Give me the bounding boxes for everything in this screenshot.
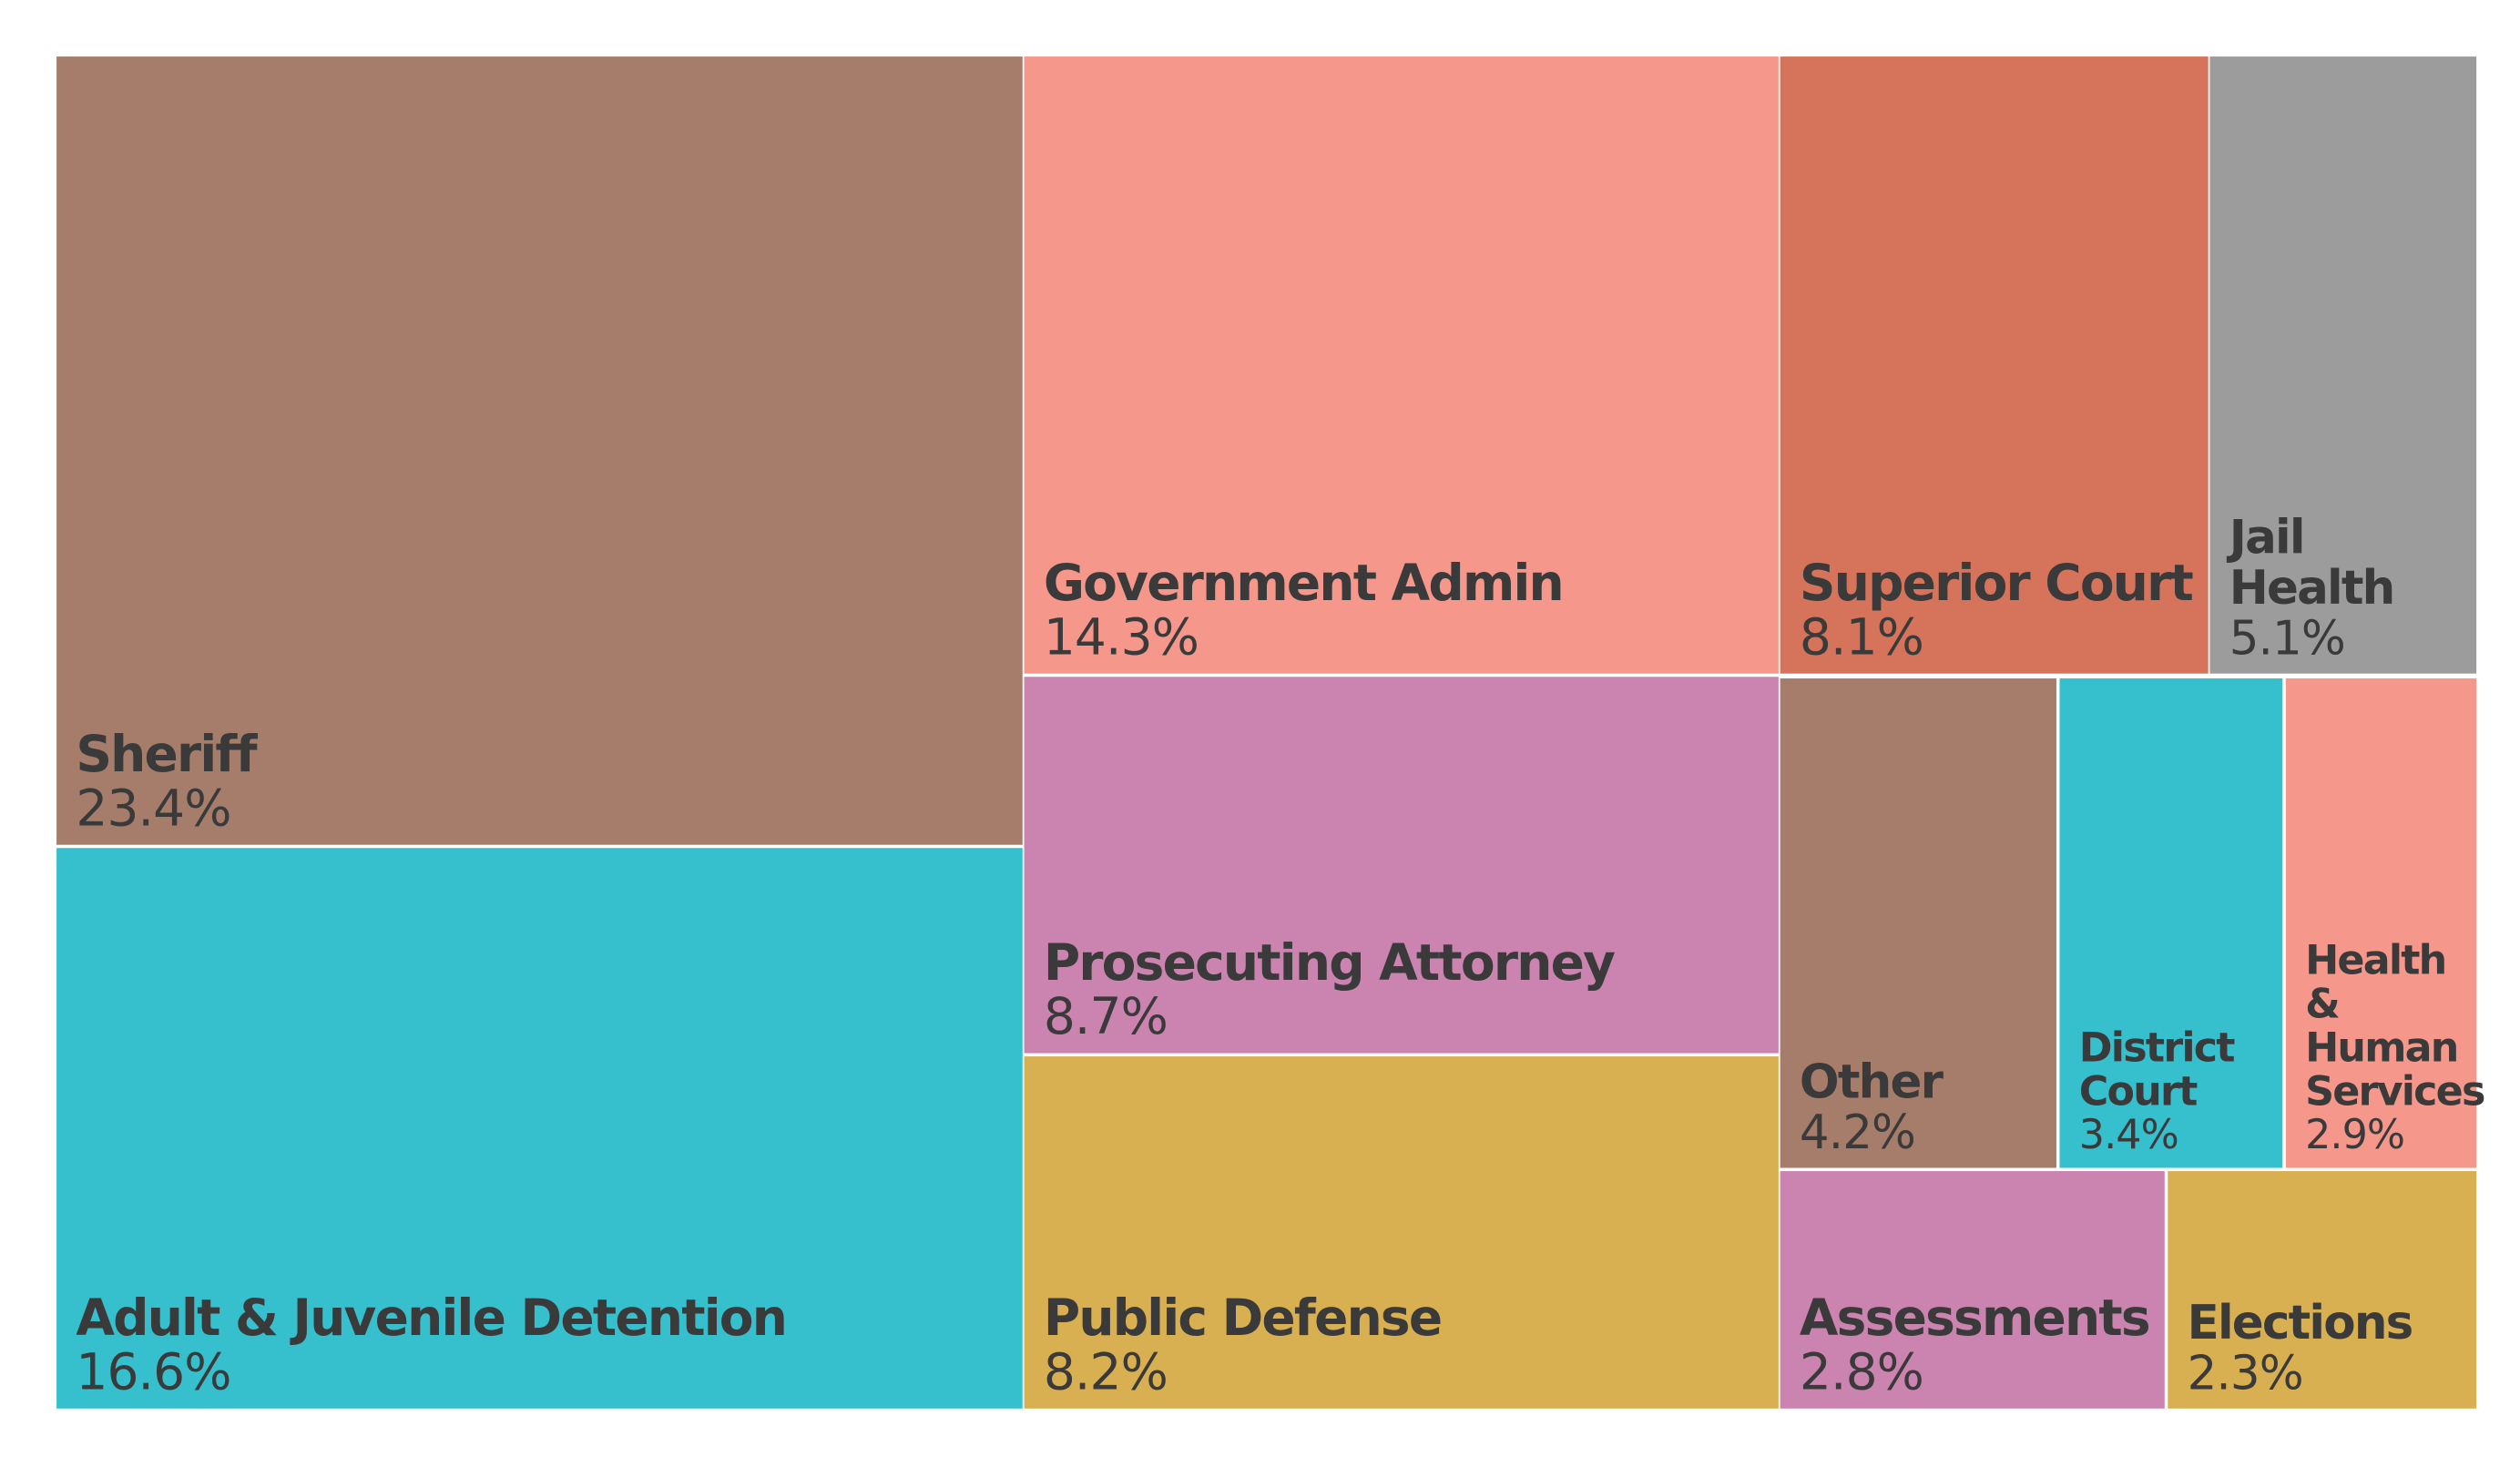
- treemap-rect: [56, 848, 1023, 1409]
- treemap-rect: [1024, 56, 1779, 674]
- treemap-tile-assessments: 2.8%Assessments: [1780, 1171, 2165, 1409]
- tile-value-label: 2.8%: [1800, 1342, 1923, 1401]
- treemap-rect: [1024, 677, 1779, 1054]
- tile-name-label: Elections: [2188, 1296, 2413, 1350]
- tile-name-label: Prosecuting Attorney: [1044, 933, 1615, 992]
- treemap-tile-public-defense: 8.2%Public Defense: [1024, 1056, 1779, 1409]
- treemap-tile-jail-health: 5.1%Jail Health: [2209, 56, 2477, 674]
- treemap-tile-health-human-services: 2.9%Health & Human Services: [2285, 678, 2486, 1168]
- tile-name-label: Public Defense: [1044, 1289, 1442, 1347]
- tile-value-label: 8.1%: [1800, 607, 1923, 666]
- tile-name-label: Health & Human Services: [2305, 938, 2484, 1116]
- tile-value-label: 8.2%: [1044, 1342, 1168, 1401]
- tile-name-label: Other: [1800, 1055, 1944, 1110]
- treemap-rect: [56, 56, 1023, 845]
- treemap-rect: [2209, 56, 2477, 674]
- tile-value-label: 16.6%: [76, 1342, 230, 1401]
- tile-value-label: 5.1%: [2229, 611, 2345, 666]
- tile-name-label: Sheriff: [76, 725, 258, 783]
- tile-name-label: District Court: [2079, 1024, 2235, 1115]
- treemap-tile-elections: 2.3%Elections: [2168, 1171, 2477, 1409]
- tile-value-label: 2.3%: [2188, 1346, 2303, 1401]
- tile-name-label: Superior Court: [1800, 554, 2194, 612]
- treemap-rect: [1780, 678, 2056, 1168]
- tile-value-label: 23.4%: [76, 779, 230, 837]
- treemap-tile-government-admin: 14.3%Government Admin: [1024, 56, 1779, 674]
- treemap-rect: [2285, 678, 2477, 1168]
- treemap-rect: [1780, 56, 2209, 674]
- tile-value-label: 3.4%: [2079, 1112, 2178, 1158]
- treemap-tile-district-court: 3.4%District Court: [2059, 678, 2283, 1168]
- treemap-tile-other: 4.2%Other: [1780, 678, 2056, 1168]
- tile-name-label: Assessments: [1800, 1289, 2149, 1347]
- tile-name-label: Jail Health: [2227, 510, 2394, 616]
- treemap-rect: [2168, 1171, 2477, 1409]
- tile-value-label: 14.3%: [1044, 607, 1199, 666]
- tile-value-label: 4.2%: [1800, 1105, 1915, 1160]
- treemap-rect: [1780, 1171, 2165, 1409]
- tile-value-label: 2.9%: [2305, 1112, 2404, 1158]
- tile-value-label: 8.7%: [1044, 987, 1168, 1045]
- treemap-tile-adult-juvenile-detention: 16.6%Adult & Juvenile Detention: [56, 848, 1023, 1409]
- treemap-tile-sheriff: 23.4%Sheriff: [56, 56, 1023, 845]
- tile-name-label: Adult & Juvenile Detention: [76, 1289, 786, 1347]
- treemap-rect: [1024, 1056, 1779, 1409]
- tile-name-label: Government Admin: [1044, 554, 1563, 612]
- treemap-rect: [2059, 678, 2283, 1168]
- treemap-tile-prosecuting-attorney: 8.7%Prosecuting Attorney: [1024, 677, 1779, 1054]
- treemap-tile-superior-court: 8.1%Superior Court: [1780, 56, 2209, 674]
